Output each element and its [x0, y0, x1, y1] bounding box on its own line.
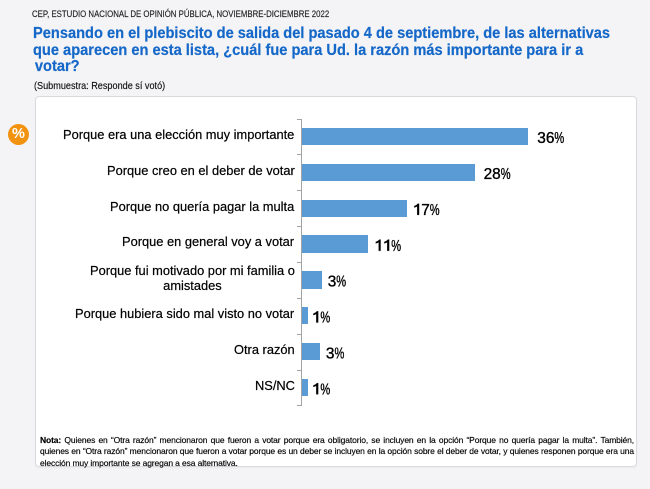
svg-text:3: 3: [326, 345, 335, 362]
svg-text:%: %: [335, 345, 345, 362]
svg-text:%: %: [320, 381, 330, 398]
svg-text:28: 28: [484, 166, 501, 183]
svg-text:%: %: [391, 237, 401, 254]
svg-text:%: %: [430, 201, 440, 218]
svg-text:%: %: [320, 309, 330, 326]
svg-text:%: %: [554, 129, 564, 146]
svg-text:%: %: [336, 273, 346, 290]
svg-text:3: 3: [328, 274, 337, 291]
svg-text:%: %: [501, 165, 511, 182]
svg-text:7: 7: [421, 202, 430, 219]
svg-text:36: 36: [537, 130, 554, 147]
